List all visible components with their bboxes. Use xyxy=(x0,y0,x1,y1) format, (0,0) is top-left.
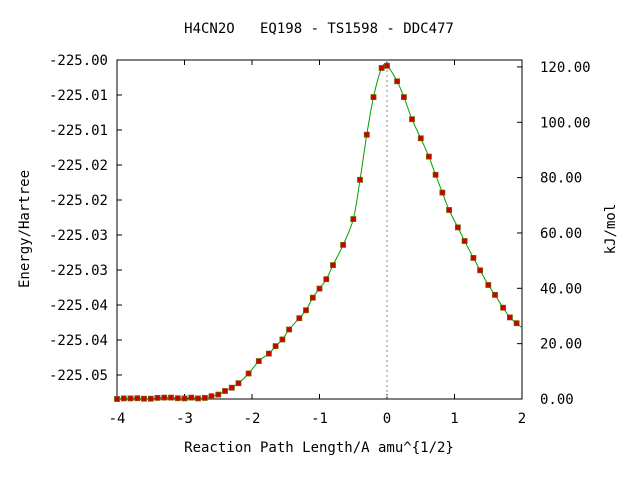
data-point xyxy=(168,394,174,401)
data-point xyxy=(272,343,279,350)
data-point xyxy=(454,224,461,231)
y-left-tick-label: -225.04 xyxy=(49,298,108,314)
data-point xyxy=(309,294,316,301)
y-right-tick-label: 120.00 xyxy=(540,60,591,76)
data-point xyxy=(235,380,242,387)
energy-curve xyxy=(116,63,523,400)
y-right-tick-label: 20.00 xyxy=(540,337,582,353)
data-point xyxy=(296,315,303,322)
data-point xyxy=(120,395,127,402)
data-point xyxy=(417,135,424,142)
data-point xyxy=(485,282,492,288)
data-point xyxy=(245,370,252,377)
y-right-tick-label: 60.00 xyxy=(540,226,582,242)
data-point xyxy=(363,131,370,138)
data-point xyxy=(127,395,134,402)
y-left-tick-label: -225.03 xyxy=(49,228,108,244)
x-tick-label: -2 xyxy=(244,411,261,427)
data-point xyxy=(409,116,415,123)
y-axis-label-right: kJ/mol xyxy=(603,204,619,255)
x-tick-label: -4 xyxy=(109,411,126,427)
x-axis-label: Reaction Path Length/A amu^{1/2} xyxy=(184,440,454,456)
y-right-tick-label: 80.00 xyxy=(540,171,582,187)
y-right-tick-label: 0.00 xyxy=(540,392,574,408)
data-point xyxy=(286,326,293,333)
data-point xyxy=(228,384,235,391)
data-point xyxy=(500,304,507,311)
data-point xyxy=(316,285,323,292)
y-right-tick-label: 40.00 xyxy=(540,281,582,297)
data-point xyxy=(492,291,498,298)
x-tick-label: -1 xyxy=(311,411,328,427)
data-point xyxy=(154,394,161,401)
data-point xyxy=(330,262,336,269)
y-left-tick-label: -225.02 xyxy=(49,158,108,174)
data-point xyxy=(477,267,484,274)
data-point xyxy=(222,388,228,394)
data-point xyxy=(181,395,188,402)
y-left-tick-label: -225.05 xyxy=(49,368,108,384)
data-point xyxy=(174,395,181,402)
data-point xyxy=(370,94,377,100)
axes-layer: -4 -3 -2 -1 0 1 2 -225.00 -225.01 -225.01 -225.02 -… xyxy=(49,53,591,427)
y-axis-label-left: Energy/Hartree xyxy=(17,170,33,288)
y-left-tick-label: -225.03 xyxy=(49,263,108,279)
data-point xyxy=(215,391,222,398)
data-point xyxy=(470,254,477,261)
y-right-tick-label: 100.00 xyxy=(540,115,591,131)
data-point xyxy=(446,207,453,213)
data-point xyxy=(188,394,195,401)
x-tick-label: 1 xyxy=(450,411,458,427)
data-point xyxy=(114,396,120,402)
data-point xyxy=(134,395,141,402)
data-point xyxy=(461,238,468,244)
data-point xyxy=(432,171,439,178)
y-left-tick-label: -225.00 xyxy=(49,53,108,69)
chart-title: H4CN2O EQ198 - TS1598 - DDC477 xyxy=(184,21,454,37)
data-point xyxy=(340,241,347,248)
data-point xyxy=(208,393,215,400)
data-point xyxy=(513,320,520,327)
data-point xyxy=(506,314,513,321)
x-tick-label: 0 xyxy=(383,411,391,427)
data-point xyxy=(265,350,272,357)
data-point xyxy=(195,395,201,402)
data-point xyxy=(384,62,390,69)
data-point xyxy=(303,307,309,314)
data-point xyxy=(439,189,446,196)
data-point xyxy=(147,395,154,402)
data-point xyxy=(323,276,330,283)
data-point xyxy=(357,176,363,183)
y-left-tick-label: -225.01 xyxy=(49,123,108,139)
y-left-tick-label: -225.01 xyxy=(49,88,108,104)
data-point xyxy=(279,336,286,343)
data-points xyxy=(114,62,520,402)
data-point xyxy=(350,216,357,223)
x-tick-label: -3 xyxy=(176,411,193,427)
data-point xyxy=(201,394,208,401)
data-point xyxy=(425,153,432,160)
data-point xyxy=(400,94,407,100)
data-point xyxy=(394,78,401,85)
y-left-tick-label: -225.02 xyxy=(49,193,108,209)
data-point xyxy=(378,65,385,71)
plot-frame xyxy=(116,59,523,400)
data-point xyxy=(141,395,147,402)
data-point xyxy=(255,358,262,365)
x-tick-label: 2 xyxy=(518,411,526,427)
y-left-tick-label: -225.04 xyxy=(49,333,108,349)
data-point xyxy=(161,394,168,401)
